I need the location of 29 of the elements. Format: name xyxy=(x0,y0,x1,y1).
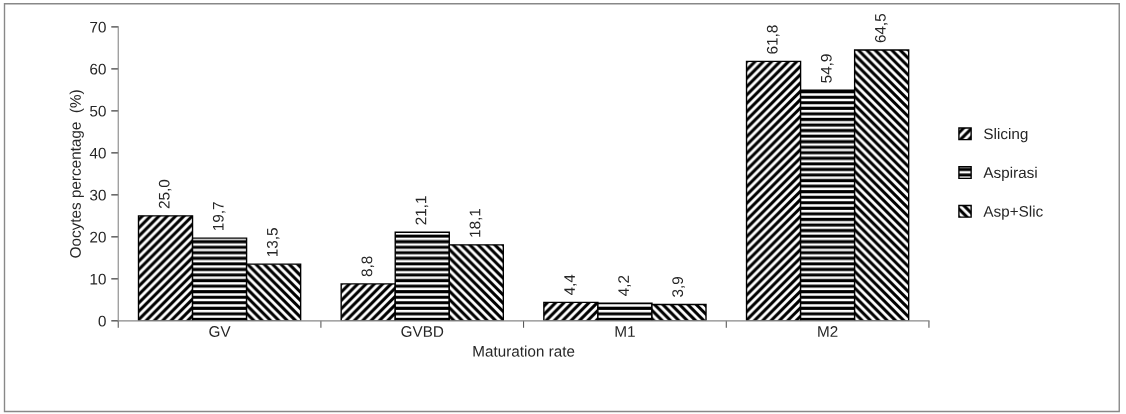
data-label: 18,1 xyxy=(469,208,483,237)
data-label: 4,4 xyxy=(564,274,577,296)
y-tick-label: 70 xyxy=(90,21,106,33)
data-label: 3,9 xyxy=(672,277,685,297)
y-tick-label: 50 xyxy=(90,105,106,117)
data-label: 61,8 xyxy=(766,25,780,54)
x-tick-label: GV xyxy=(209,326,231,337)
data-label: 4,2 xyxy=(618,275,631,296)
y-tick-label: 30 xyxy=(90,189,106,201)
x-tick-label: M2 xyxy=(818,326,838,337)
data-label: 64,5 xyxy=(874,13,888,43)
data-label: 25,0 xyxy=(158,179,172,209)
x-axis-title: Maturation rate xyxy=(473,345,575,357)
y-tick-label: 60 xyxy=(90,63,106,75)
legend-label: Slicing xyxy=(984,128,1028,143)
y-tick-label: 0 xyxy=(98,315,106,327)
data-label: 19,7 xyxy=(212,202,226,231)
data-label: 21,1 xyxy=(415,196,429,225)
data-label: 54,9 xyxy=(820,54,834,83)
data-label: 8,8 xyxy=(361,256,375,277)
y-tick-label: 20 xyxy=(90,231,106,243)
data-label: 13,5 xyxy=(266,228,280,257)
y-axis-title: Oocytes percentage (%) xyxy=(69,90,84,258)
legend-label: Aspirasi xyxy=(983,166,1037,182)
y-tick-label: 40 xyxy=(89,147,106,159)
x-tick-label: GVBD xyxy=(401,326,444,337)
legend-label: Asp+Slic xyxy=(983,205,1043,220)
x-tick-label: M1 xyxy=(615,326,635,337)
y-tick-label: 10 xyxy=(90,273,106,285)
